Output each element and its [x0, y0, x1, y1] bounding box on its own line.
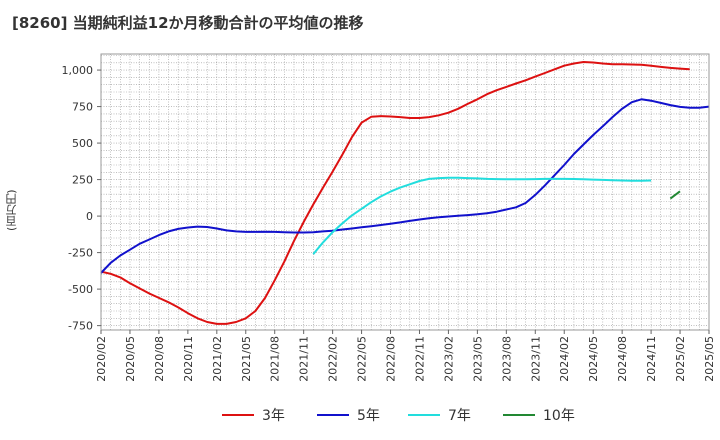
y-tick-label: 750: [72, 101, 93, 114]
legend: 3年 5年 7年 10年: [222, 408, 575, 424]
x-tick-label: 2025/05: [703, 336, 716, 382]
x-tick-label: 2025/02: [674, 336, 687, 382]
series-lines: [100, 61, 710, 325]
legend-label: 3年: [262, 408, 285, 424]
series-line-3年: [100, 61, 690, 325]
chart-title: [8260] 当期純利益12か月移動合計の平均値の推移: [12, 14, 364, 32]
y-tick-label: -500: [68, 283, 93, 296]
y-tick-label: -250: [68, 247, 93, 260]
x-tick-label: 2021/11: [298, 336, 311, 382]
legend-label: 10年: [543, 408, 575, 424]
y-tick-label: -750: [68, 320, 93, 333]
x-tick-label: 2024/11: [645, 336, 658, 382]
x-tick-label: 2023/08: [500, 336, 513, 382]
x-tick-label: 2020/11: [182, 336, 195, 382]
y-tick-label: 0: [86, 210, 93, 223]
x-tick-label: 2024/02: [558, 336, 571, 382]
legend-label: 7年: [448, 408, 471, 424]
y-tick-label: 1,000: [62, 64, 94, 77]
legend-label: 5年: [357, 408, 380, 424]
x-tick-label: 2023/02: [442, 336, 455, 382]
x-tick-label: 2024/05: [587, 336, 600, 382]
x-tick-label: 2023/11: [529, 336, 542, 382]
x-tick-label: 2022/02: [327, 336, 340, 382]
x-tick-labels: 2020/02 2020/05 2020/08 2020/11 2021/02 2021/…: [95, 330, 716, 382]
y-tick-labels: -750 -500 -250 0 250 500 750 1,000: [62, 64, 101, 333]
y-tick-label: 500: [72, 137, 93, 150]
x-tick-label: 2022/11: [413, 336, 426, 382]
plot-frame: [100, 53, 710, 331]
x-tick-label: 2020/05: [124, 336, 137, 382]
x-tick-label: 2023/05: [471, 336, 484, 382]
x-tick-label: 2021/05: [240, 336, 253, 382]
x-tick-label: 2020/08: [153, 336, 166, 382]
x-tick-label: 2022/05: [356, 336, 369, 382]
x-tick-label: 2022/08: [385, 336, 398, 382]
series-line-5年: [100, 98, 710, 274]
x-tick-label: 2020/02: [95, 336, 108, 382]
grid-lines: [100, 54, 710, 330]
x-tick-label: 2021/08: [269, 336, 282, 382]
x-tick-label: 2021/02: [211, 336, 224, 382]
y-tick-label: 250: [72, 174, 93, 187]
series-line-7年: [312, 176, 652, 255]
series-line-10年: [669, 190, 681, 200]
x-tick-label: 2024/08: [616, 336, 629, 382]
